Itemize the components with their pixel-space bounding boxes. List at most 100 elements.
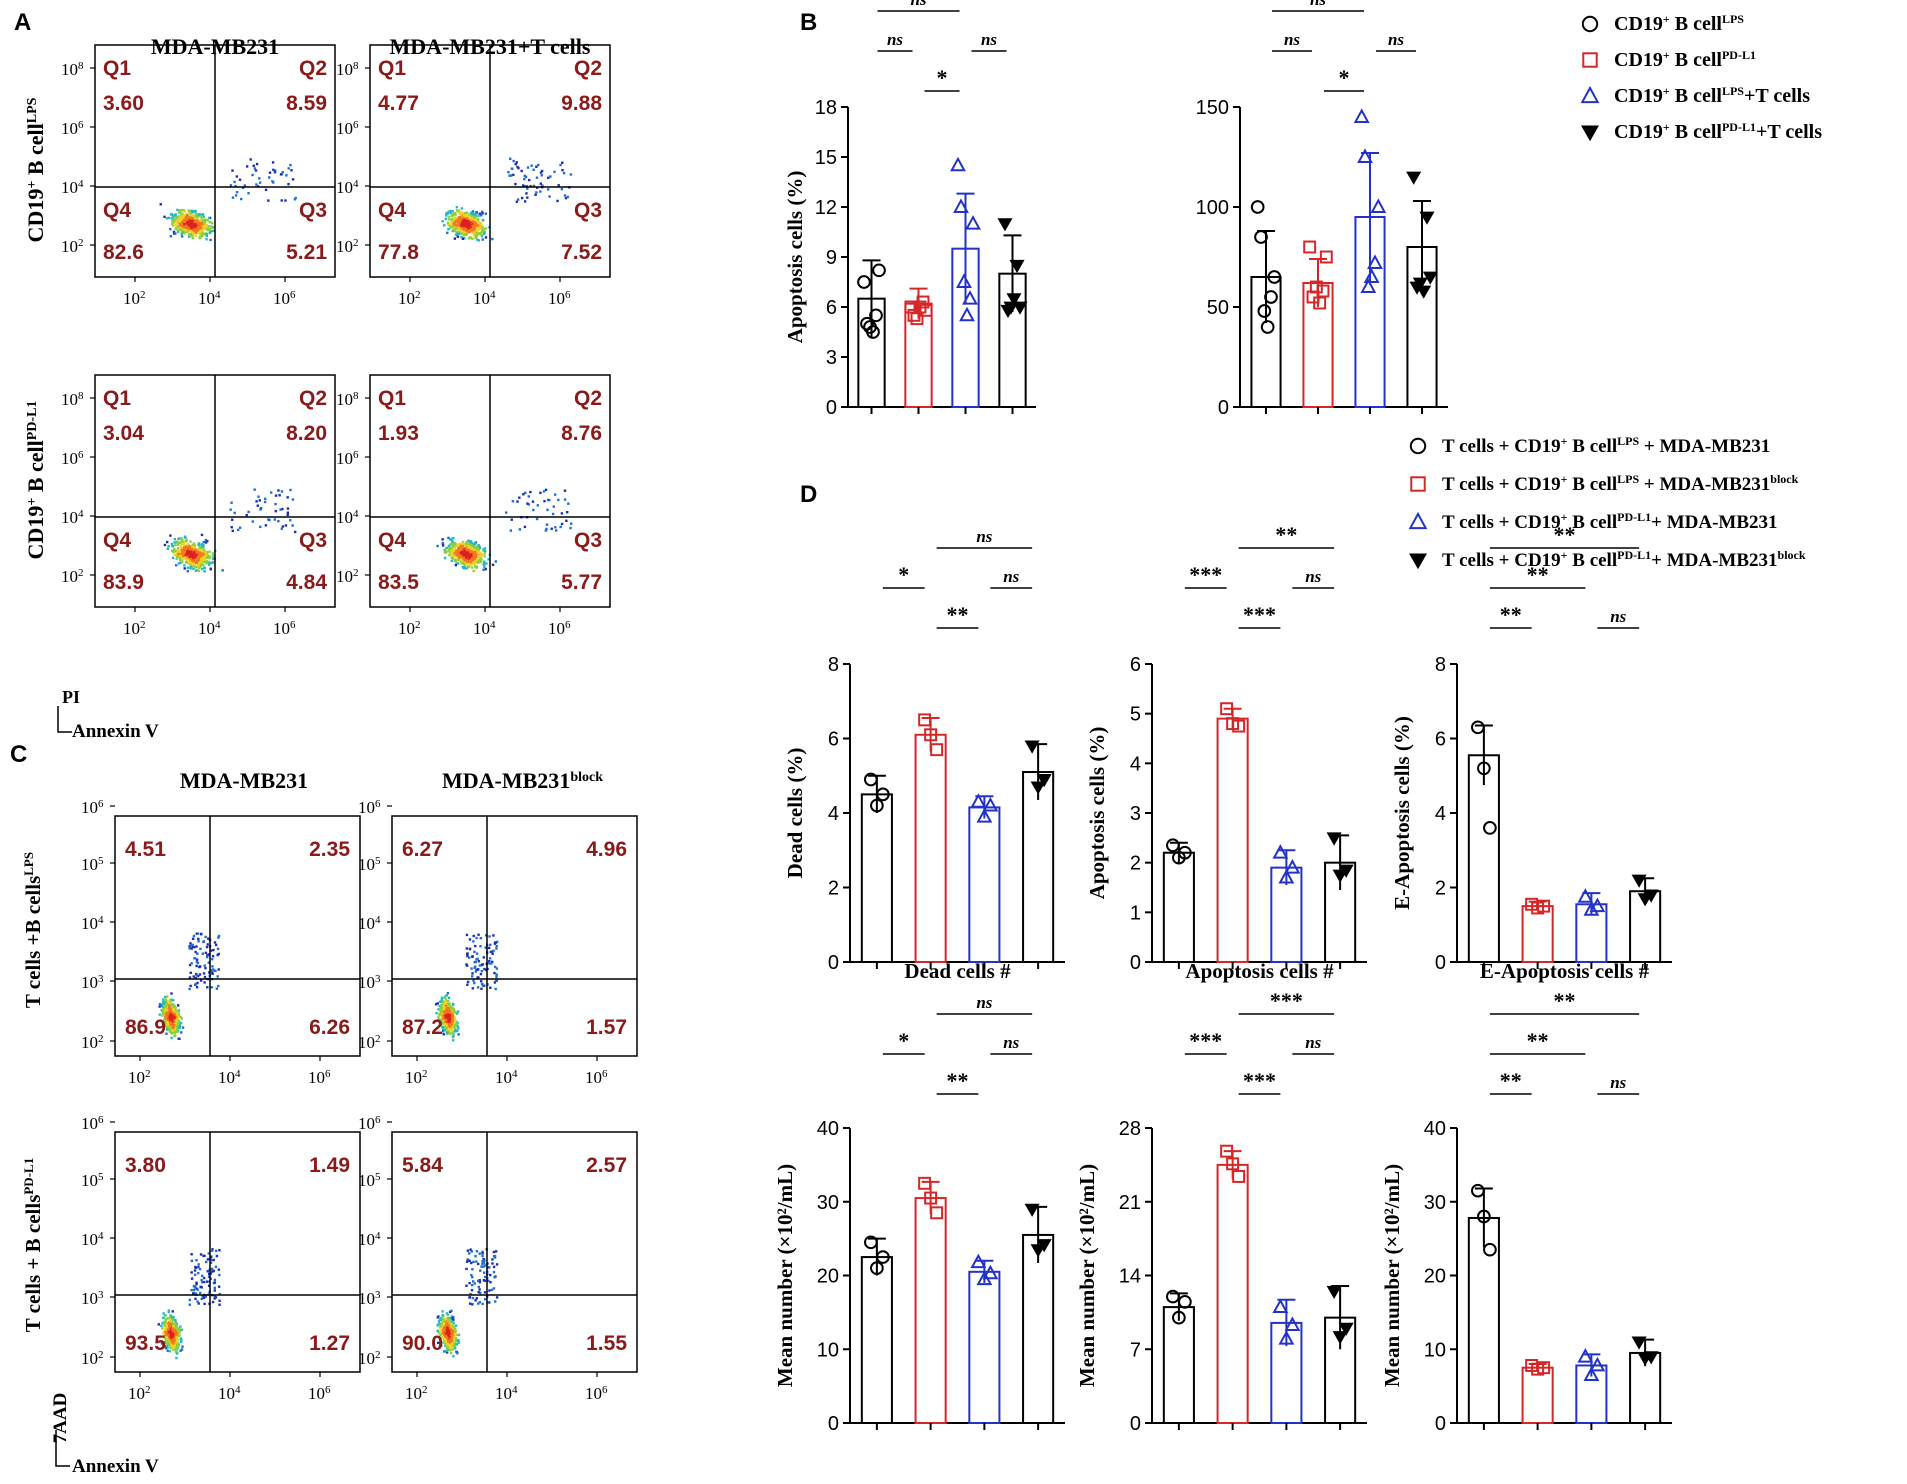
event-dot: [458, 543, 461, 546]
event-dot: [181, 557, 184, 561]
event-dot: [189, 942, 192, 945]
event-dot: [441, 1020, 444, 1023]
event-dot: [192, 1288, 196, 1292]
event-dot: [488, 959, 491, 963]
triangle-marker: [1284, 1316, 1301, 1331]
event-dot: [200, 550, 203, 553]
event-dot: [478, 964, 482, 967]
event-dot: [466, 551, 470, 554]
event-dot: [448, 1335, 451, 1339]
y-axis-label: Apoptosis cells (%): [1085, 727, 1109, 900]
superscript: 2: [415, 289, 421, 301]
superscript: 6: [78, 119, 84, 131]
event-dot: [482, 228, 486, 231]
event-dot: [251, 173, 254, 177]
event-dot: [164, 1338, 167, 1341]
event-dot: [447, 1014, 450, 1018]
text-part: 10: [81, 798, 98, 817]
event-dot: [280, 490, 284, 493]
superscript: 6: [325, 1384, 331, 1396]
quadrant-value-q4: 83.9: [103, 571, 144, 594]
superscript: 6: [602, 1384, 608, 1396]
event-dot: [173, 548, 176, 551]
event-dot: [177, 553, 180, 556]
event-dot: [444, 996, 447, 1000]
event-dot: [475, 211, 478, 214]
event-dot: [277, 519, 280, 523]
triangle-marker: [953, 198, 969, 213]
event-dot: [493, 1276, 496, 1279]
event-dot: [201, 1294, 204, 1298]
text-part: 10: [218, 1068, 235, 1087]
event-dot: [482, 562, 486, 565]
event-dot: [448, 1017, 452, 1021]
superscript: 2: [98, 1349, 104, 1361]
event-dot: [491, 563, 495, 567]
event-dot: [452, 536, 455, 540]
triangle-marker: [1580, 85, 1600, 104]
superscript: 8: [353, 60, 359, 72]
event-dot: [472, 569, 475, 573]
event-dot: [176, 1338, 179, 1341]
event-dot: [179, 211, 182, 215]
quadrant-value-q4: 87.2: [402, 1016, 443, 1039]
event-dot: [452, 548, 456, 552]
event-dot: [255, 162, 259, 166]
bar: [914, 733, 947, 964]
superscript: 4: [353, 178, 359, 190]
event-dot: [188, 555, 192, 558]
event-dot: [434, 1003, 438, 1006]
event-dot: [192, 1292, 195, 1295]
event-dot: [476, 222, 480, 225]
circle-marker: [1471, 1183, 1485, 1198]
event-dot: [454, 1337, 458, 1340]
y-tick-label: 105: [358, 855, 381, 874]
event-dot: [173, 1026, 177, 1030]
event-dot: [539, 491, 542, 495]
event-dot: [445, 1026, 448, 1030]
event-dot: [185, 230, 189, 234]
event-dot: [175, 1326, 178, 1329]
event-dot: [202, 226, 205, 230]
event-dot: [467, 565, 471, 569]
event-dot: [194, 212, 198, 216]
event-dot: [208, 557, 211, 560]
superscript: +: [1663, 12, 1670, 26]
event-dot: [286, 513, 289, 517]
event-dot: [186, 222, 190, 226]
event-dot: [542, 490, 546, 493]
event-dot: [181, 539, 184, 542]
event-dot: [177, 537, 180, 541]
event-dot: [245, 165, 249, 168]
y-tick-label: 104: [358, 914, 381, 933]
event-dot: [211, 1267, 214, 1271]
event-dot: [461, 545, 464, 548]
event-dot: [202, 224, 205, 228]
event-dot: [524, 175, 528, 179]
event-dot: [203, 218, 206, 221]
event-dot: [474, 944, 477, 948]
event-dot: [439, 1331, 442, 1335]
event-dot: [170, 1036, 173, 1040]
event-dot: [468, 215, 472, 218]
superscript: 2: [145, 1068, 151, 1080]
superscript: 8: [353, 390, 359, 402]
event-dot: [444, 217, 447, 221]
event-dot: [449, 1330, 453, 1333]
event-dot: [510, 167, 514, 170]
event-dot: [188, 552, 192, 555]
square-marker: [930, 743, 944, 757]
event-dot: [263, 497, 267, 501]
event-dot: [520, 169, 523, 173]
event-dot: [452, 1039, 455, 1042]
superscript: 2: [375, 1349, 381, 1361]
event-dot: [197, 558, 201, 561]
event-dot: [495, 1296, 499, 1299]
event-dot: [482, 229, 485, 233]
event-dot: [455, 206, 459, 209]
x-tick-label: 102: [123, 619, 146, 638]
event-dot: [488, 957, 492, 960]
event-dot: [183, 564, 186, 567]
event-dot: [200, 234, 204, 238]
superscript: 4: [512, 1384, 518, 1396]
